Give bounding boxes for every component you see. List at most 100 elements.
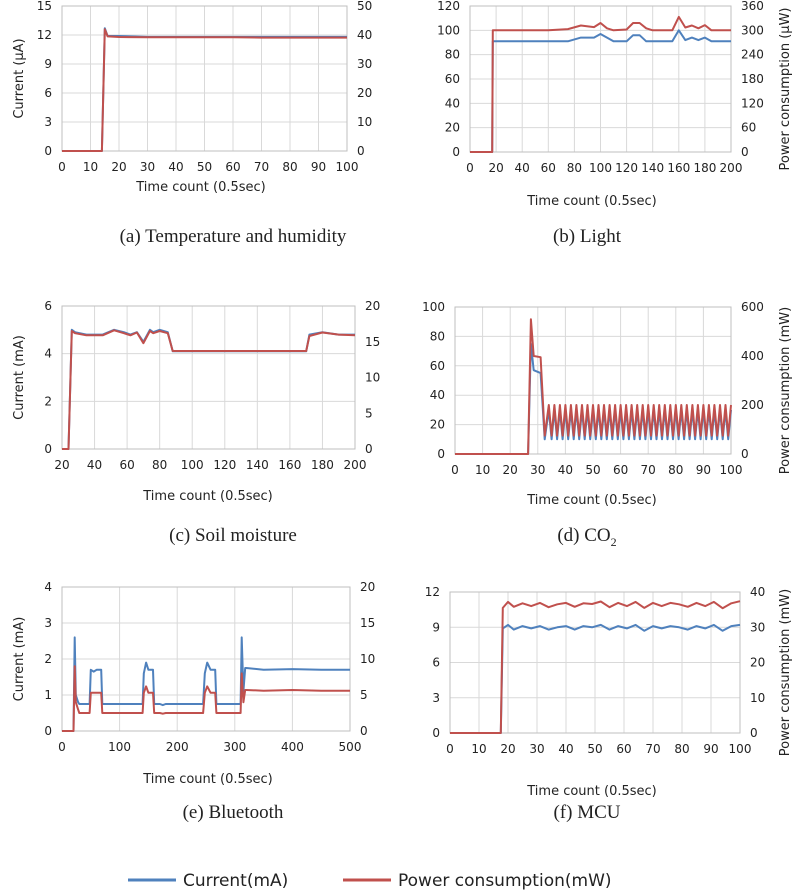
chart-b-frame [469,5,732,153]
chart-f-frame [449,591,741,734]
chart-a-y2tick: 50 [357,0,372,13]
chart-c-series-current [62,328,355,450]
chart-c-ylabel: Current (mA) [12,335,27,420]
chart-b-y2tick: 180 [741,72,764,86]
chart-f-xtick: 30 [529,742,544,756]
chart-f-series-power [450,600,741,734]
chart-d-y2tick: 600 [741,300,764,314]
chart-d-xlabel: Time count (0.5sec) [526,493,657,508]
chart-d-xtick: 70 [641,463,656,477]
chart-a-ytick: 15 [37,0,52,13]
chart-e-caption: (e) Bluetooth [183,802,284,823]
chart-f: 0 10 20 30 40 50 60 70 80 90 100 0 3 6 9 12 0 10 20 30 40 Tim… [425,585,793,823]
chart-c-xtick: 40 [87,458,102,472]
chart-a-frame [61,5,348,152]
chart-a-xtick: 90 [311,160,326,174]
chart-f-xtick: 60 [616,742,631,756]
chart-d-ytick: 60 [430,359,445,373]
chart-d-series-power [455,318,732,455]
chart-c-ytick: 2 [44,394,52,408]
chart-b-series-current [470,29,731,153]
chart-d-xtick: 10 [475,463,490,477]
chart-a-y2tick: 0 [357,144,365,158]
chart-d-xtick: 50 [585,463,600,477]
chart-e-y2tick: 5 [360,688,368,702]
chart-c-series-power [62,329,356,450]
chart-c-caption: (c) Soil moisture [169,525,297,546]
chart-a-xtick: 10 [83,160,98,174]
chart-e-xtick: 500 [339,740,362,754]
chart-e-series-power [62,665,350,732]
chart-e-ylabel: Current (mA) [12,617,27,702]
chart-a-xtick: 100 [336,160,359,174]
chart-f-ytick: 9 [432,620,440,634]
chart-f-xtick: 40 [558,742,573,756]
chart-e-y2tick: 0 [360,724,368,738]
chart-f-y2tick: 10 [750,691,765,705]
chart-c-y2tick: 5 [365,406,373,420]
chart-f-xtick: 70 [645,742,660,756]
chart-b-xtick: 140 [641,161,664,175]
chart-b-caption: (b) Light [553,226,622,247]
chart-b-xtick: 40 [515,161,530,175]
chart-b-y2tick: 240 [741,48,764,62]
chart-f-xtick: 80 [674,742,689,756]
chart-b-xlabel: Time count (0.5sec) [526,194,657,209]
chart-f-xtick: 50 [587,742,602,756]
chart-a-ylabel: Current (μA) [12,38,27,118]
chart-d-ytick: 20 [430,418,445,432]
chart-a-ytick: 9 [44,57,52,71]
chart-a-y2tick: 20 [357,86,372,100]
chart-c-xtick: 20 [54,458,69,472]
chart-c-frame [61,305,356,450]
chart-d-y2tick: 400 [741,349,764,363]
chart-c-xlabel: Time count (0.5sec) [142,489,273,504]
chart-d-ytick: 80 [430,329,445,343]
chart-b-ytick: 100 [437,23,460,37]
chart-d-caption: (d) CO2 [557,525,616,549]
chart-b-xtick: 20 [488,161,503,175]
chart-f-y2label: Power consumption (mW) [778,589,793,756]
chart-f-ytick: 0 [432,726,440,740]
chart-c-xtick: 160 [278,458,301,472]
chart-b-y2tick: 360 [741,0,764,13]
chart-e-xtick: 400 [281,740,304,754]
chart-f-xlabel: Time count (0.5sec) [526,784,657,799]
chart-f-y2tick: 20 [750,656,765,670]
chart-d-ytick: 40 [430,388,445,402]
chart-f-xtick: 0 [446,742,454,756]
chart-b-xtick: 120 [615,161,638,175]
chart-e-xtick: 100 [108,740,131,754]
chart-d-y2tick: 0 [741,447,749,461]
chart-a-ytick: 0 [44,144,52,158]
chart-b-xtick: 60 [541,161,556,175]
chart-f-xtick: 10 [471,742,486,756]
chart-a-xtick: 40 [168,160,183,174]
chart-c-y2tick: 15 [365,335,380,349]
chart-b-y2tick: 120 [741,96,764,110]
chart-b-y2tick: 0 [741,145,749,159]
chart-f-series-current [450,623,741,734]
chart-c-xtick: 100 [181,458,204,472]
chart-a-xtick: 60 [225,160,240,174]
legend: Current(mA) Power consumption(mW) [128,871,612,891]
chart-e-xtick: 0 [58,740,66,754]
chart-f-xtick: 100 [729,742,752,756]
chart-d-xtick: 100 [720,463,743,477]
chart-a-y2tick: 40 [357,28,372,42]
chart-b-ytick: 120 [437,0,460,13]
chart-a-xtick: 0 [58,160,66,174]
chart-a-caption: (a) Temperature and humidity [120,226,347,247]
chart-d-ytick: 100 [422,300,445,314]
chart-c-xtick: 180 [311,458,334,472]
chart-e-frame [61,586,351,732]
chart-d-ytick: 0 [437,447,445,461]
chart-b-ytick: 20 [445,121,460,135]
chart-f-xtick: 90 [703,742,718,756]
chart-b-ytick: 40 [445,96,460,110]
chart-c-xtick: 80 [152,458,167,472]
chart-a-xlabel: Time count (0.5sec) [135,180,266,195]
chart-e-xtick: 200 [166,740,189,754]
chart-a-xtick: 30 [140,160,155,174]
